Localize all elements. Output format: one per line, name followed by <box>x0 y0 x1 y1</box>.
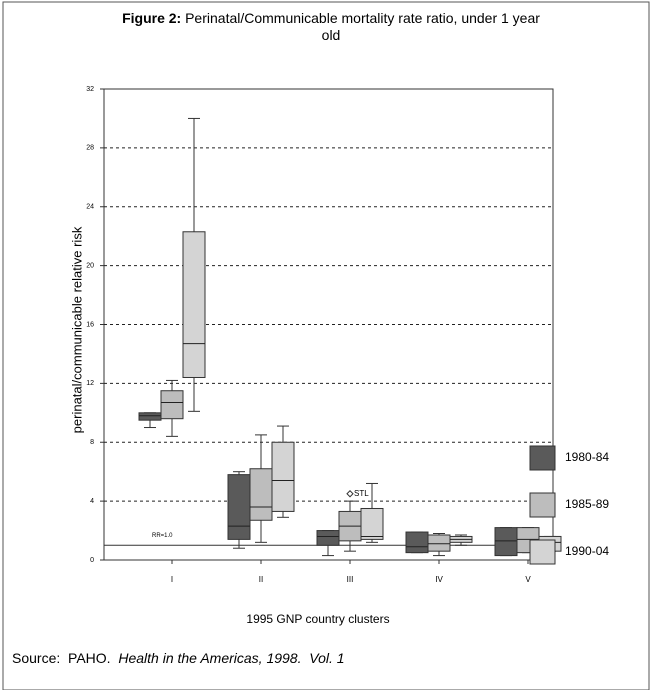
source-work: Health in the Americas, 1998. <box>118 650 302 666</box>
y-tick-label: 28 <box>86 145 94 152</box>
legend-swatch <box>529 539 556 565</box>
x-tick-label: III <box>347 575 354 584</box>
x-tick-label: I <box>171 575 173 584</box>
legend-label: 1990-04 <box>565 544 609 558</box>
legend-swatch <box>529 492 556 518</box>
title-prefix: Figure 2: <box>122 10 182 26</box>
legend-swatch <box>529 445 556 471</box>
outlier <box>346 490 354 498</box>
y-tick-label: 4 <box>90 498 94 505</box>
x-axis-label: 1995 GNP country clusters <box>246 612 389 626</box>
box <box>316 530 340 546</box>
y-tick-label: 0 <box>90 557 94 564</box>
box <box>494 527 518 557</box>
source-publisher: PAHO. <box>68 650 111 666</box>
y-axis-label: perinatal/communicable relative risk <box>69 226 84 433</box>
x-tick-label: IV <box>435 575 443 584</box>
title-text: Perinatal/Communicable mortality rate ra… <box>185 10 540 43</box>
box <box>227 474 251 540</box>
y-tick-label: 8 <box>90 439 94 446</box>
box <box>360 507 384 540</box>
box <box>182 231 206 378</box>
source-volume: Vol. 1 <box>309 650 345 666</box>
y-tick-label: 32 <box>86 86 94 93</box>
legend-label: 1985-89 <box>565 497 609 511</box>
box <box>271 441 295 512</box>
x-tick-label: V <box>525 575 531 584</box>
title: Figure 2: Perinatal/Communicable mortali… <box>116 10 546 44</box>
box <box>427 534 451 552</box>
source-label: Source: <box>12 650 61 666</box>
reference-label: RR=1.0 <box>152 533 173 539</box>
source: Source: PAHO. Health in the Americas, 19… <box>12 650 345 666</box>
y-tick-label: 16 <box>86 321 94 328</box>
y-tick-label: 12 <box>86 380 94 387</box>
outlier-label: STL <box>354 489 369 498</box>
legend-label: 1980-84 <box>565 450 609 464</box>
y-tick-label: 20 <box>86 262 94 269</box>
box <box>249 468 273 521</box>
y-tick-label: 24 <box>86 204 94 211</box>
box <box>138 412 162 421</box>
box <box>405 531 429 554</box>
x-tick-label: II <box>259 575 263 584</box>
box <box>160 390 184 420</box>
